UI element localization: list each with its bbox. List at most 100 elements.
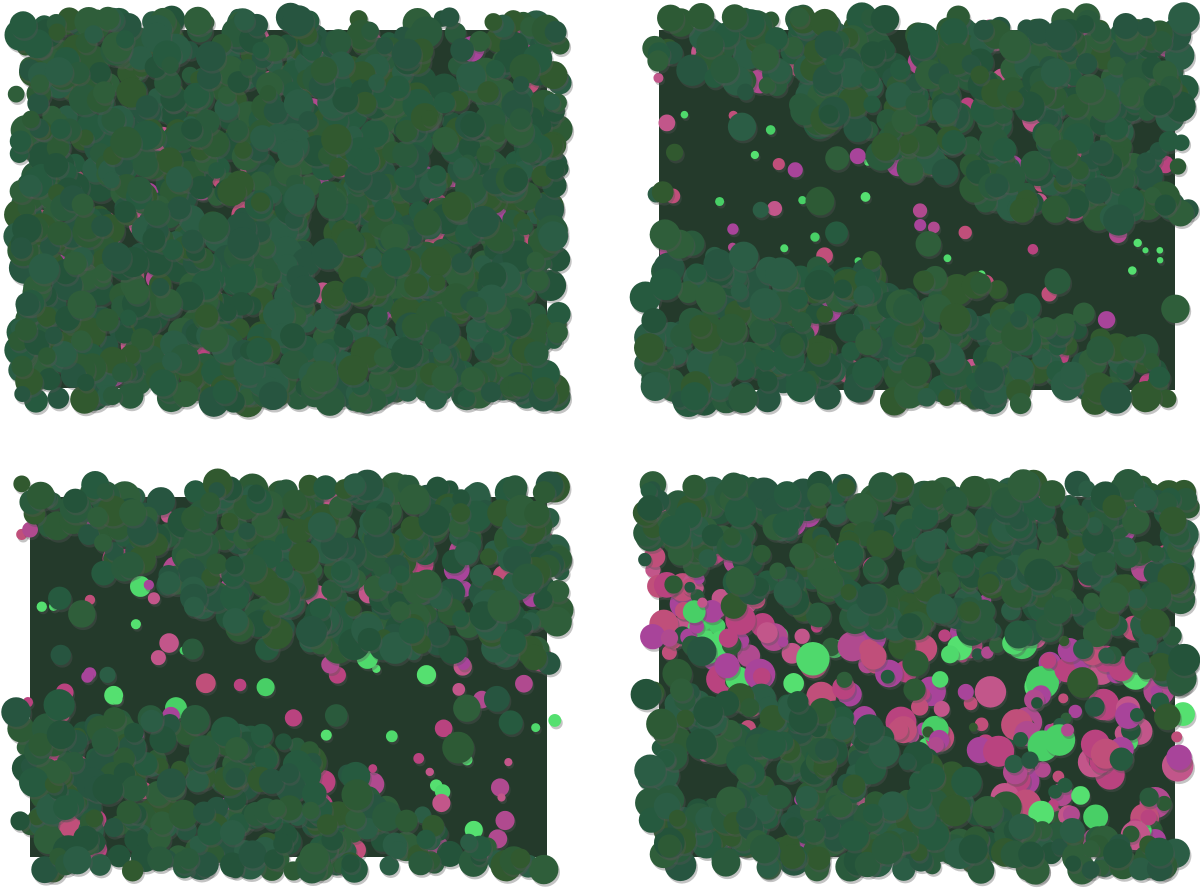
dark-dot <box>676 54 708 86</box>
dark-dot <box>703 249 734 279</box>
bright-dot <box>860 192 871 202</box>
dark-dot <box>853 285 874 306</box>
dark-dot <box>101 242 132 272</box>
pink-dot <box>497 793 506 802</box>
dark-dot <box>44 57 74 86</box>
dark-dot <box>43 152 69 178</box>
dark-dot <box>477 81 499 103</box>
dark-dot <box>870 4 900 34</box>
dark-dot <box>825 221 848 245</box>
dark-dot <box>1136 152 1156 172</box>
dark-dot <box>224 263 257 295</box>
dark-dot <box>791 311 812 332</box>
dark-dot <box>374 198 395 220</box>
dark-dot <box>941 129 966 154</box>
dark-dot <box>336 228 365 256</box>
dark-dot <box>516 218 533 236</box>
dark-dot <box>634 333 664 363</box>
pink-dot <box>147 592 161 605</box>
bright-dot <box>1142 247 1149 254</box>
dark-dot <box>721 4 748 30</box>
bright-dot <box>416 665 437 685</box>
dark-dot <box>974 361 1004 391</box>
dark-dot <box>1008 356 1034 381</box>
dark-dot <box>689 314 712 337</box>
dark-dot <box>485 59 505 79</box>
dark-dot <box>825 54 844 73</box>
dark-dot <box>9 130 32 153</box>
dark-dot <box>250 125 275 150</box>
dark-dot <box>737 83 754 101</box>
dark-dot <box>1041 195 1069 223</box>
dark-dot <box>780 332 804 357</box>
dark-dot <box>708 355 737 385</box>
dark-dot <box>120 309 137 326</box>
dark-dot <box>819 104 839 124</box>
dark-dot <box>1154 194 1176 216</box>
dark-dot <box>167 196 191 220</box>
dark-dot <box>647 50 669 72</box>
bright-dot <box>765 125 776 135</box>
dark-dot <box>1169 158 1187 175</box>
dark-dot <box>789 7 810 28</box>
dark-dot <box>135 95 159 118</box>
dark-dot <box>509 108 532 130</box>
dark-dot <box>710 54 739 84</box>
dark-dot <box>234 9 255 31</box>
dark-dot <box>992 137 1017 162</box>
dark-dot <box>1055 168 1072 186</box>
dark-dot <box>543 93 560 111</box>
dark-dot <box>284 183 315 215</box>
dark-dot <box>431 365 458 391</box>
panel <box>1 468 576 887</box>
dark-dot <box>413 208 441 236</box>
dark-dot <box>181 229 204 252</box>
bright-dot <box>798 196 807 205</box>
dark-dot <box>124 279 149 305</box>
dark-dot <box>728 383 758 414</box>
dark-dot <box>466 296 488 318</box>
dark-dot <box>375 36 394 55</box>
dark-dot <box>860 41 886 67</box>
dark-dot <box>805 186 835 216</box>
dark-dot <box>984 173 1009 198</box>
dark-dot <box>917 387 937 407</box>
dark-dot <box>460 366 484 391</box>
bright-dot <box>1128 266 1137 275</box>
dark-dot <box>970 65 989 85</box>
dark-dot <box>532 376 556 400</box>
dark-dot <box>15 292 40 317</box>
dark-dot <box>474 342 493 361</box>
dark-dot <box>214 96 239 121</box>
pink-dot <box>159 633 179 653</box>
dark-dot <box>14 385 31 403</box>
dark-dot <box>544 20 567 43</box>
bright-dot <box>531 723 541 733</box>
dark-dot <box>349 313 367 331</box>
dark-dot <box>381 247 411 277</box>
bright-dot <box>1156 246 1164 254</box>
dark-dot <box>730 282 748 300</box>
dark-dot <box>970 273 991 294</box>
dark-dot <box>327 288 346 307</box>
dark-dot <box>640 371 670 401</box>
dark-dot <box>67 290 96 319</box>
dark-dot <box>476 145 495 164</box>
dark-dot <box>386 75 410 99</box>
dark-dot <box>115 30 135 49</box>
dark-dot <box>391 336 423 369</box>
dark-dot <box>716 313 746 343</box>
dark-dot <box>95 308 119 332</box>
dark-dot <box>860 70 880 89</box>
dark-dot <box>451 252 472 274</box>
dark-dot <box>545 160 565 180</box>
dark-dot <box>227 227 259 259</box>
dark-dot <box>102 171 120 189</box>
bright-dot <box>548 713 562 727</box>
dark-dot <box>50 118 71 139</box>
dark-dot <box>913 270 935 292</box>
dark-dot <box>306 360 338 392</box>
dark-dot <box>749 288 781 319</box>
dark-dot <box>938 73 959 94</box>
dark-dot <box>183 6 213 35</box>
